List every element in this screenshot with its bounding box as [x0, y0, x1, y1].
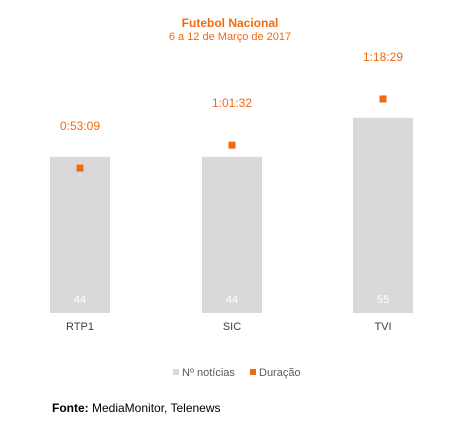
duration-label-rtp1: 0:53:09	[60, 119, 100, 133]
source-text: MediaMonitor, Telenews	[92, 401, 221, 415]
duration-marker-tvi	[379, 95, 387, 103]
bar-value-label-sic: 44	[226, 294, 238, 306]
legend: Nº notícias Duração	[173, 367, 301, 379]
category-label-sic: SIC	[223, 321, 241, 333]
legend-swatch-duracao	[250, 369, 256, 375]
chart-subtitle: 6 a 12 de Março de 2017	[169, 31, 291, 43]
bar-sic	[202, 156, 262, 313]
legend-label-duracao: Duração	[259, 367, 301, 379]
duration-marker-rtp1	[76, 164, 84, 172]
bar-value-label-rtp1: 44	[74, 294, 86, 306]
bar-rtp1	[50, 156, 110, 313]
bar-value-label-tvi: 55	[377, 294, 389, 306]
legend-swatch-noticias	[173, 369, 179, 375]
duration-label-sic: 1:01:32	[212, 96, 252, 110]
bar-tvi	[353, 117, 413, 313]
duration-label-tvi: 1:18:29	[363, 50, 403, 64]
category-label-rtp1: RTP1	[66, 321, 94, 333]
duration-marker-sic	[228, 141, 236, 149]
plot-area: 44 0:53:09 RTP1 44 1:01:32 SIC 55 1:18:29 TVI	[50, 50, 413, 333]
chart-title: Futebol Nacional	[182, 16, 279, 30]
legend-label-noticias: Nº notícias	[182, 367, 235, 379]
source-note: Fonte: MediaMonitor, Telenews	[52, 401, 221, 415]
source-label: Fonte:	[52, 401, 89, 415]
category-label-tvi: TVI	[374, 321, 391, 333]
